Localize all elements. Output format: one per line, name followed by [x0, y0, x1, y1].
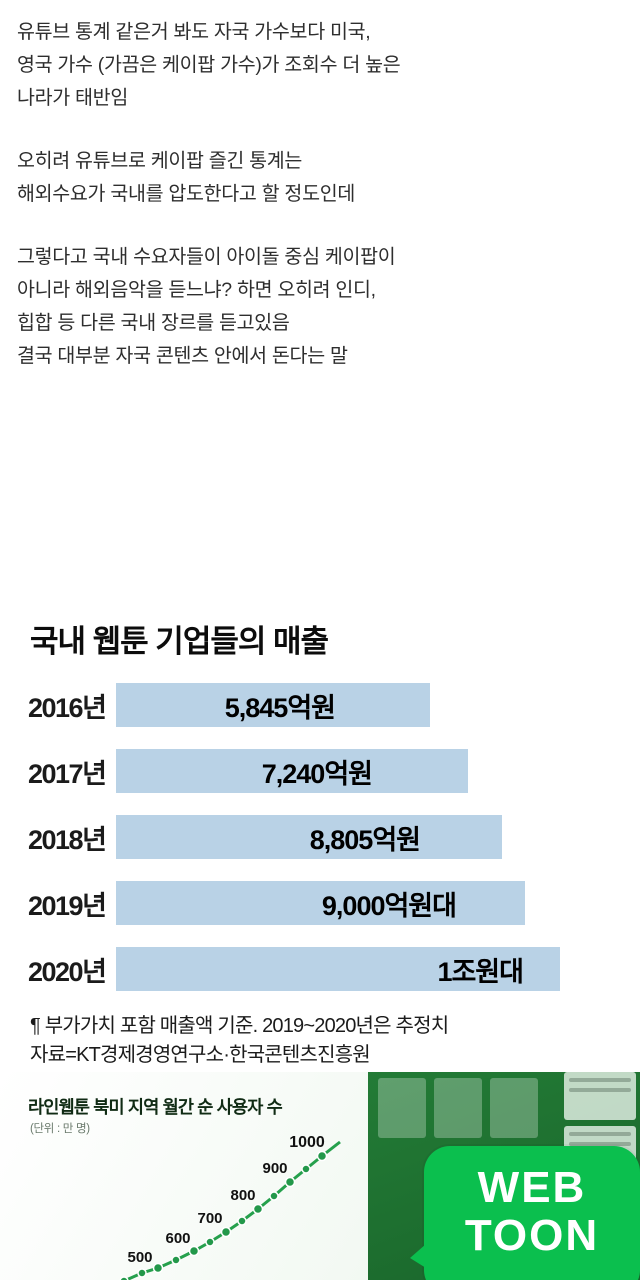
- chart-footnote-source: 자료=KT경제경영연구소·한국콘텐츠진흥원: [30, 1044, 371, 1066]
- webtoon-thumbnail: [434, 1078, 482, 1138]
- year-label: 2018년: [28, 824, 107, 855]
- bar-value-label: 7,240억원: [261, 758, 373, 789]
- webtoon-thumbnail: [378, 1078, 426, 1138]
- bar-row: 2016년 5,845억원: [28, 683, 640, 727]
- svg-text:1000: 1000: [289, 1134, 325, 1151]
- webtoon-thumbnail: [564, 1072, 636, 1120]
- bar-row: 2020년 1조원대: [28, 947, 640, 991]
- year-label: 2020년: [28, 956, 107, 987]
- paragraph: 오히려 유튜브로 케이팝 즐긴 통계는 해외수요가 국내를 압도한다고 할 정도…: [17, 150, 355, 205]
- webtoon-revenue-chart: 국내 웹툰 기업들의 매출 2016년 5,845억원 2017년 7,240억…: [0, 616, 640, 1071]
- users-chart-unit: (단위 : 만 명): [30, 1123, 90, 1135]
- bar-value-label: 1조원대: [437, 956, 524, 987]
- svg-text:800: 800: [230, 1187, 255, 1204]
- chart-title: 국내 웹툰 기업들의 매출: [30, 624, 329, 659]
- webtoon-logo: WEB TOON: [410, 1146, 640, 1280]
- revenue-bar: 7,240억원: [116, 749, 468, 793]
- users-chart-title: 라인웹툰 북미 지역 월간 순 사용자 수: [28, 1097, 283, 1117]
- revenue-bar: 8,805억원: [116, 815, 502, 859]
- year-label: 2019년: [28, 890, 107, 921]
- chart-footnote-basis: ¶ 부가가치 포함 매출액 기준. 2019~2020년은 추정치: [30, 1015, 449, 1037]
- year-label: 2016년: [28, 692, 107, 723]
- year-label: 2017년: [28, 758, 107, 789]
- webtoon-thumbnail: [490, 1078, 538, 1138]
- webtoon-logo-text: TOON: [464, 1211, 600, 1260]
- green-panel: WEB TOON: [368, 1072, 640, 1280]
- svg-text:700: 700: [197, 1210, 222, 1227]
- bar-value-label: 5,845억원: [224, 692, 336, 723]
- revenue-bar: 9,000억원대: [116, 881, 525, 925]
- post-text: 유튜브 통계 같은거 봐도 자국 가수보다 미국, 영국 가수 (가끔은 케이팝…: [17, 16, 622, 403]
- svg-text:600: 600: [165, 1230, 190, 1247]
- paragraph: 그렇다고 국내 수요자들이 아이돌 중심 케이팝이 아니라 해외음악을 듣느냐?…: [17, 246, 396, 367]
- bar-row: 2019년 9,000억원대: [28, 881, 640, 925]
- bar-row: 2018년 8,805억원: [28, 815, 640, 859]
- paragraph: 유튜브 통계 같은거 봐도 자국 가수보다 미국, 영국 가수 (가끔은 케이팝…: [17, 21, 401, 109]
- bar-value-label: 9,000억원대: [321, 890, 457, 921]
- users-line-svg: 500 600 700 800 900 1000: [119, 1134, 341, 1280]
- data-points: [119, 1150, 328, 1280]
- bar-row: 2017년 7,240억원: [28, 749, 640, 793]
- data-point-labels: 500 600 700 800 900 1000: [127, 1134, 324, 1266]
- line-webtoon-users-image: 500 600 700 800 900 1000 라인웹툰 북미 지역 월간 순…: [0, 1072, 640, 1280]
- revenue-bar: 1조원대: [116, 947, 560, 991]
- chart-footnotes: ¶ 부가가치 포함 매출액 기준. 2019~2020년은 추정치 자료=KT경…: [0, 1013, 640, 1068]
- bar-value-label: 8,805억원: [309, 824, 421, 855]
- webtoon-logo-text: WEB: [477, 1163, 587, 1212]
- svg-text:900: 900: [262, 1160, 287, 1177]
- svg-text:500: 500: [127, 1249, 152, 1266]
- revenue-bar: 5,845억원: [116, 683, 430, 727]
